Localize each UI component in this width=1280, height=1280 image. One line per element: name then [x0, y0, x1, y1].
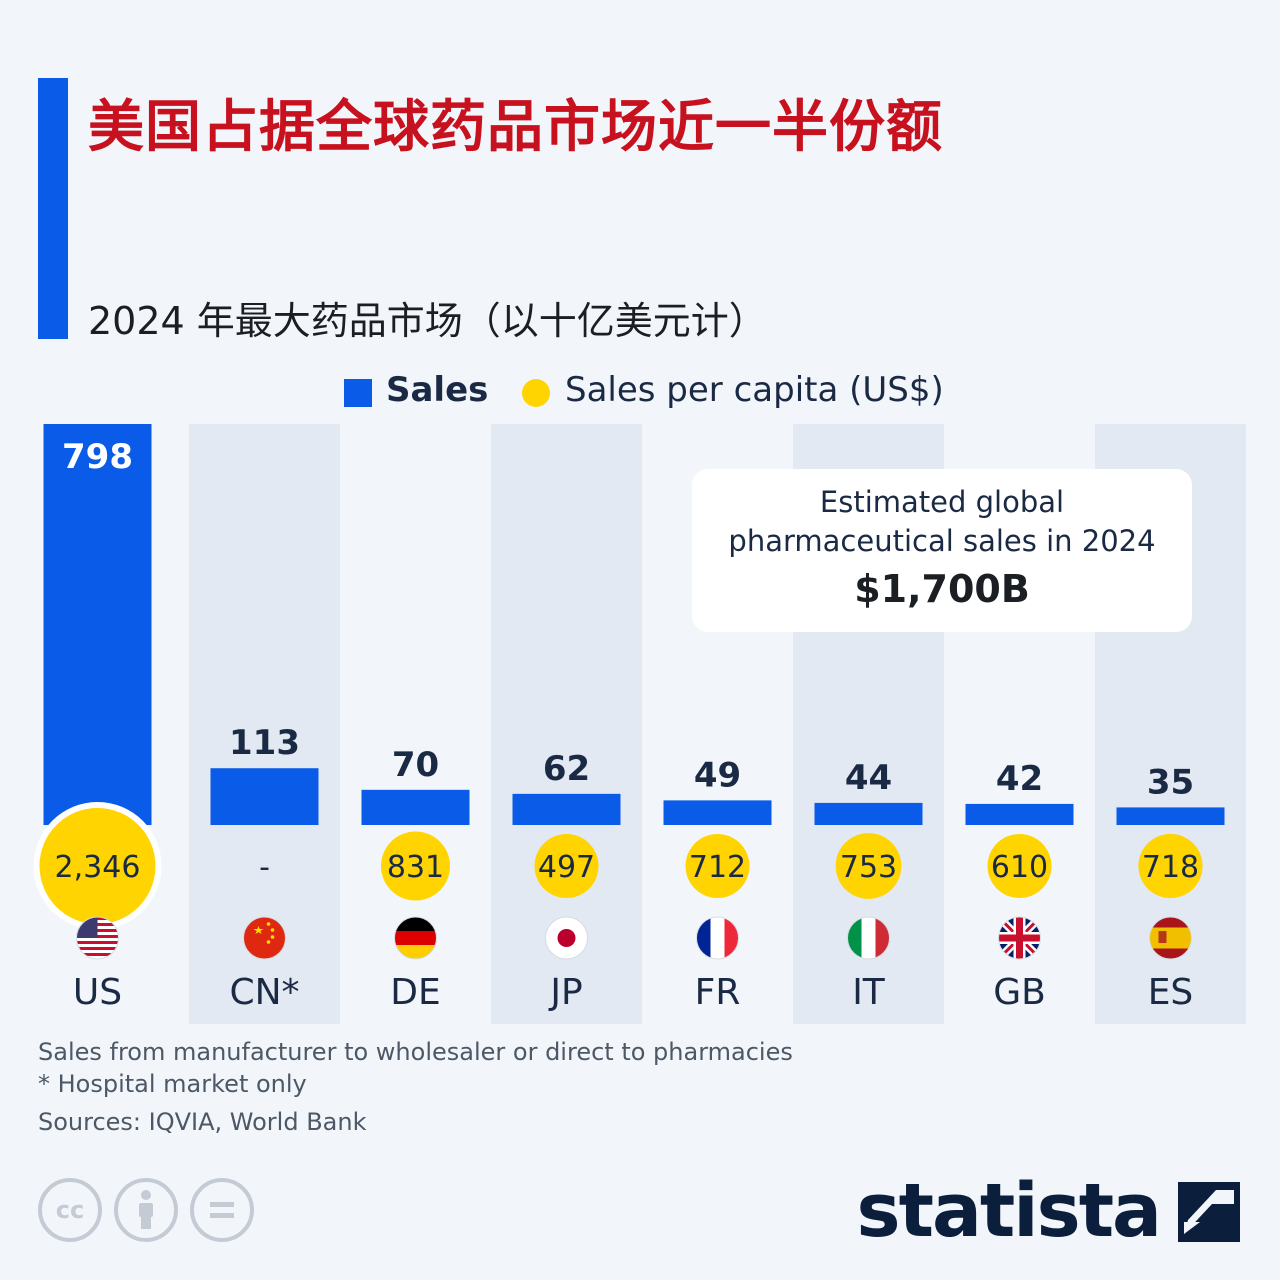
per-capita-value-label: 2,346: [55, 850, 141, 885]
country-label: IT: [852, 972, 886, 1013]
footnote-hospital: * Hospital market only: [38, 1070, 307, 1098]
sales-value-label: 798: [62, 437, 133, 477]
jp-flag-icon: [545, 916, 588, 960]
per-capita-value-label: 610: [991, 850, 1048, 885]
per-capita-value-label: 753: [840, 850, 897, 885]
per-capita-legend-label: Sales per capita (US$): [565, 370, 944, 410]
chart-legend: Sales Sales per capita (US$): [0, 370, 1280, 416]
sales-value-label: 49: [694, 755, 741, 795]
sales-legend-swatch: [344, 379, 372, 407]
fr-flag-icon: [696, 916, 739, 960]
sales-bar: [361, 789, 470, 825]
global-sales-callout: Estimated global pharmaceutical sales in…: [692, 469, 1192, 632]
per-capita-dot: [1138, 833, 1203, 899]
callout-value: $1,700B: [854, 567, 1030, 611]
per-capita-dot: [380, 831, 451, 901]
de-flag-icon: [394, 916, 437, 960]
sales-value-label: 44: [845, 758, 892, 798]
sales-bar: [663, 800, 772, 825]
sales-bar: [1116, 807, 1225, 825]
sales-value-label: 70: [392, 745, 439, 785]
es-flag-icon: [1149, 916, 1192, 960]
chart-subtitle: 2024 年最大药品市场（以十亿美元计）: [88, 299, 767, 343]
per-capita-value-label: 497: [538, 850, 595, 885]
footnote-sales-definition: Sales from manufacturer to wholesaler or…: [38, 1038, 793, 1066]
sales-bar: [512, 793, 621, 825]
per-capita-value-label: -: [259, 850, 270, 885]
cn-flag-icon: [243, 916, 286, 960]
per-capita-value-label: 831: [387, 850, 444, 885]
sales-legend-label: Sales: [386, 370, 489, 410]
per-capita-value-label: 718: [1142, 850, 1199, 885]
per-capita-legend-swatch: [522, 379, 550, 407]
statista-logo-icon: [1178, 1182, 1240, 1242]
footnotes: Sales from manufacturer to wholesaler or…: [38, 1036, 793, 1100]
per-capita-dot: [835, 833, 902, 899]
sales-bar: [814, 802, 923, 825]
by-icon: [114, 1178, 178, 1242]
nd-icon: [190, 1178, 254, 1242]
gb-flag-icon: [998, 916, 1041, 960]
page-title: 美国占据全球药品市场近一半份额: [88, 95, 943, 160]
it-flag-icon: [847, 916, 890, 960]
us-flag-icon: [76, 916, 119, 960]
sales-bar: [43, 424, 152, 825]
cc-icon: cc: [38, 1178, 102, 1242]
sales-value-label: 62: [543, 749, 590, 789]
callout-text-line2: pharmaceutical sales in 2024: [728, 524, 1156, 558]
country-label: US: [73, 972, 122, 1013]
country-label: ES: [1148, 972, 1194, 1013]
sources: Sources: IQVIA, World Bank: [38, 1108, 367, 1136]
sales-bar: [965, 803, 1074, 825]
sales-value-label: 35: [1147, 762, 1194, 802]
statista-logo-text[interactable]: statista: [856, 1168, 1162, 1254]
country-label: JP: [548, 972, 582, 1013]
country-label: GB: [993, 972, 1046, 1013]
callout-text-line1: Estimated global: [819, 485, 1065, 519]
sales-value-label: 42: [996, 759, 1043, 799]
per-capita-dot: [39, 808, 156, 924]
country-label: DE: [390, 972, 440, 1013]
license-icons[interactable]: cc: [38, 1178, 258, 1242]
sales-value-label: 113: [229, 723, 300, 763]
sales-bar: [210, 768, 319, 825]
country-label: CN*: [229, 972, 299, 1013]
title-accent-bar: [38, 78, 68, 339]
per-capita-dot: [534, 834, 599, 898]
country-label: FR: [695, 972, 741, 1013]
per-capita-dot: [987, 834, 1052, 898]
per-capita-dot: [685, 834, 750, 898]
per-capita-value-label: 712: [689, 850, 746, 885]
